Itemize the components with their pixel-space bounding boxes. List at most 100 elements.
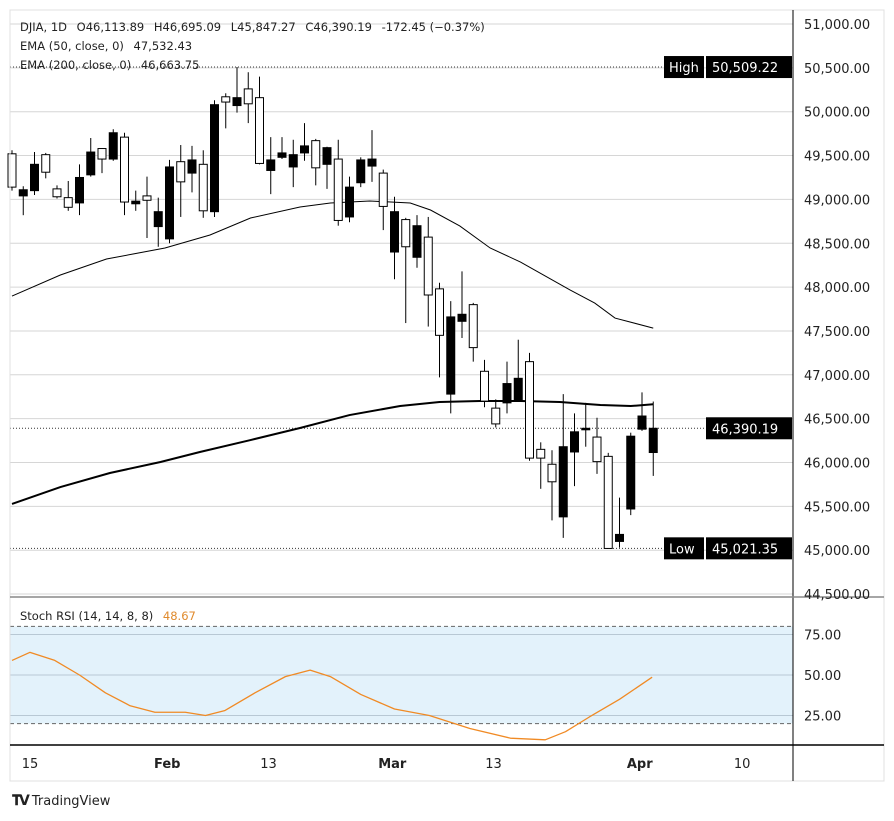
candle-body — [648, 427, 658, 454]
low-label-tag-text: Low — [669, 542, 695, 557]
candle[interactable] — [637, 392, 647, 431]
candle[interactable] — [615, 497, 624, 548]
candle[interactable] — [187, 145, 197, 193]
candle-body — [592, 436, 602, 463]
price-tick-label: 47,500.00 — [804, 325, 870, 340]
candle[interactable] — [322, 146, 332, 189]
stoch-value: 48.67 — [162, 609, 196, 623]
candle[interactable] — [300, 123, 309, 161]
candle[interactable] — [525, 352, 534, 461]
candle[interactable] — [97, 148, 107, 174]
candle[interactable] — [7, 150, 17, 191]
candle[interactable] — [165, 159, 174, 244]
candle[interactable] — [142, 176, 152, 238]
tradingview-brand[interactable]: 𝐓V TradingView — [12, 793, 110, 809]
candle[interactable] — [210, 100, 219, 217]
price-labels: 50,509.22 High 45,021.35 Low 46,390.19 — [664, 56, 792, 560]
candle[interactable] — [592, 417, 602, 474]
candle-body — [637, 415, 647, 430]
symbol-legend[interactable]: DJIA, 1D O46,113.89 H46,695.09 L45,847.2… — [20, 20, 491, 34]
candle-body — [333, 158, 343, 221]
candle[interactable] — [547, 450, 557, 521]
candle[interactable] — [626, 432, 636, 516]
candle[interactable] — [243, 72, 253, 124]
candle-body — [457, 313, 467, 322]
ema-lines — [11, 200, 654, 505]
candle[interactable] — [176, 145, 186, 217]
candle[interactable] — [435, 282, 444, 378]
candle-body — [536, 448, 546, 459]
candle[interactable] — [491, 399, 501, 428]
candle[interactable] — [333, 139, 343, 226]
candle[interactable] — [480, 359, 489, 408]
stoch-legend[interactable]: Stoch RSI (14, 14, 8, 8) 48.67 — [20, 609, 202, 623]
candle-body — [412, 225, 422, 258]
ema200-legend[interactable]: EMA (200, close, 0) 46,663.75 — [20, 58, 205, 72]
stoch-axis[interactable]: 75.00 50.00 25.00 — [804, 629, 841, 725]
candle[interactable] — [581, 402, 591, 447]
ema50-line — [11, 200, 654, 329]
candle[interactable] — [558, 394, 568, 538]
price-tick-label: 51,000.00 — [804, 18, 870, 33]
tradingview-logo-icon: 𝐓V — [12, 793, 30, 809]
candle[interactable] — [603, 452, 613, 549]
candle-body — [570, 431, 579, 453]
candle[interactable] — [536, 442, 546, 489]
ema200-value: 46,663.75 — [140, 58, 200, 72]
candle-body — [513, 377, 523, 401]
stoch-tick-label: 75.00 — [804, 629, 841, 644]
candle[interactable] — [277, 137, 287, 160]
candle[interactable] — [120, 132, 129, 216]
candle[interactable] — [30, 152, 39, 196]
candle[interactable] — [648, 401, 658, 476]
candle[interactable] — [390, 196, 399, 280]
candle[interactable] — [266, 137, 276, 195]
candle-body — [322, 147, 332, 165]
candle-body — [266, 159, 276, 171]
candle[interactable] — [423, 216, 433, 327]
candle[interactable] — [457, 271, 467, 338]
candle[interactable] — [41, 152, 51, 179]
candle[interactable] — [86, 138, 96, 177]
candle[interactable] — [108, 129, 118, 161]
candle[interactable] — [570, 413, 579, 487]
candle[interactable] — [412, 215, 422, 268]
candle-body — [187, 159, 197, 174]
candle[interactable] — [345, 176, 354, 223]
price-tick-label: 46,500.00 — [804, 413, 870, 428]
price-axis[interactable]: 51,000.00 50,500.00 50,000.00 49,500.00 49,0… — [804, 18, 870, 603]
candle[interactable] — [198, 150, 208, 218]
candle[interactable] — [131, 190, 141, 211]
candles — [7, 67, 658, 549]
price-tick-label: 45,500.00 — [804, 500, 870, 515]
candle[interactable] — [63, 180, 73, 211]
candle[interactable] — [513, 339, 523, 402]
candle[interactable] — [221, 93, 231, 129]
candle[interactable] — [52, 185, 62, 199]
candle[interactable] — [18, 186, 28, 216]
ema50-legend[interactable]: EMA (50, close, 0) 47,532.43 — [20, 39, 198, 53]
price-tick-label: 49,000.00 — [804, 193, 870, 208]
candle-body — [18, 189, 28, 197]
candle[interactable] — [288, 139, 298, 188]
candle[interactable] — [356, 157, 366, 188]
candle-body — [311, 140, 321, 169]
time-axis[interactable]: 15 Feb 13 Mar 13 Apr 10 — [22, 757, 751, 772]
candle[interactable] — [378, 169, 388, 231]
candle[interactable] — [367, 130, 377, 182]
candle[interactable] — [446, 301, 456, 414]
candle[interactable] — [502, 361, 512, 414]
candle[interactable] — [401, 217, 411, 324]
candle[interactable] — [255, 76, 264, 165]
candle-body — [615, 533, 624, 542]
candle[interactable] — [153, 197, 163, 247]
candle[interactable] — [468, 302, 478, 362]
candle-body — [502, 383, 512, 404]
price-tick-label: 48,000.00 — [804, 281, 870, 296]
last-price-label-value: 46,390.19 — [712, 422, 778, 437]
candle[interactable] — [232, 67, 242, 113]
candle[interactable] — [75, 164, 84, 216]
stoch-label: Stoch RSI (14, 14, 8, 8) — [20, 609, 154, 623]
candle[interactable] — [311, 138, 321, 186]
